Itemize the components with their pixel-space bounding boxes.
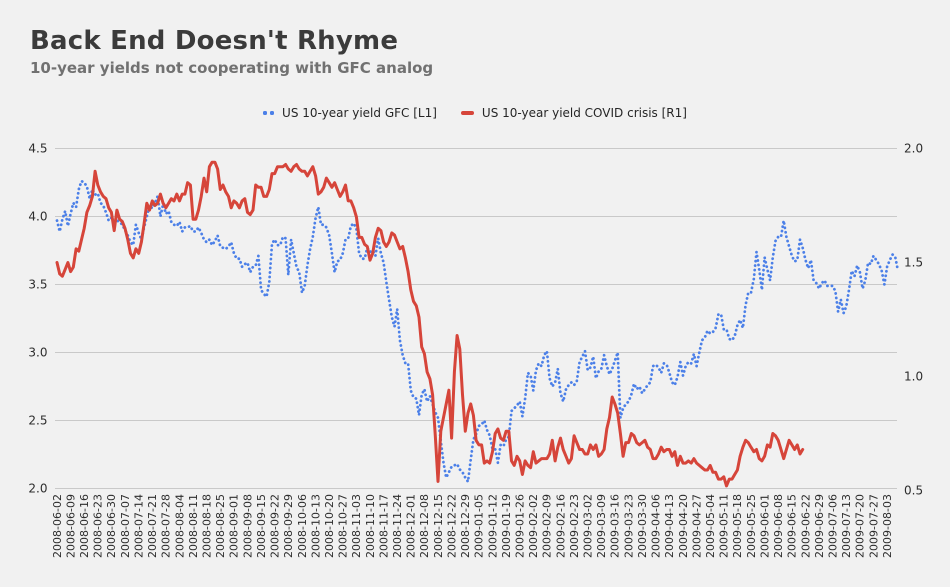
svg-text:3.0: 3.0 bbox=[28, 346, 47, 360]
svg-text:2008-12-29: 2008-12-29 bbox=[459, 494, 472, 558]
svg-text:1.5: 1.5 bbox=[904, 256, 923, 270]
svg-text:1.0: 1.0 bbox=[904, 370, 923, 384]
svg-text:2008-08-18: 2008-08-18 bbox=[201, 494, 214, 558]
svg-text:2009-03-23: 2009-03-23 bbox=[622, 494, 635, 558]
svg-text:2009-05-11: 2009-05-11 bbox=[718, 494, 731, 558]
series-covid-solid-line bbox=[55, 160, 805, 488]
svg-text:2008-10-27: 2008-10-27 bbox=[337, 494, 350, 558]
svg-text:2008-07-28: 2008-07-28 bbox=[160, 494, 173, 558]
svg-text:2008-07-07: 2008-07-07 bbox=[119, 494, 132, 558]
svg-text:2008-09-22: 2008-09-22 bbox=[269, 494, 282, 558]
svg-text:2009-05-18: 2009-05-18 bbox=[731, 494, 744, 558]
svg-text:2008-12-22: 2008-12-22 bbox=[445, 494, 458, 558]
svg-text:2009-04-20: 2009-04-20 bbox=[677, 494, 690, 558]
series-lines bbox=[55, 160, 900, 488]
chart-header: Back End Doesn't Rhyme 10-year yields no… bbox=[30, 26, 433, 77]
svg-text:2008-11-10: 2008-11-10 bbox=[364, 494, 377, 558]
svg-text:2008-06-09: 2008-06-09 bbox=[64, 494, 77, 558]
svg-text:2009-02-02: 2009-02-02 bbox=[527, 494, 540, 558]
svg-text:2009-06-22: 2009-06-22 bbox=[799, 494, 812, 558]
legend-item-covid: US 10-year yield COVID crisis [R1] bbox=[460, 106, 687, 120]
left-axis-labels: 4.5 4.0 3.5 3.0 2.5 2.0 bbox=[28, 142, 47, 496]
x-axis-labels: 2008-06-02 2008-06-09 2008-06-16 2008-06-23… bbox=[51, 494, 894, 558]
svg-text:2009-06-08: 2009-06-08 bbox=[772, 494, 785, 558]
svg-text:2008-06-16: 2008-06-16 bbox=[78, 494, 91, 558]
svg-text:2009-02-23: 2009-02-23 bbox=[568, 494, 581, 558]
svg-text:2009-08-03: 2009-08-03 bbox=[881, 494, 894, 558]
svg-text:2008-09-08: 2008-09-08 bbox=[241, 494, 254, 558]
svg-text:2008-10-20: 2008-10-20 bbox=[323, 494, 336, 558]
svg-text:2008-06-23: 2008-06-23 bbox=[92, 494, 105, 558]
legend-item-gfc: US 10-year yield GFC [L1] bbox=[263, 106, 437, 120]
chart-legend: US 10-year yield GFC [L1] US 10-year yie… bbox=[0, 104, 950, 122]
chart-subtitle: 10-year yields not cooperating with GFC … bbox=[30, 59, 434, 77]
legend-label-covid: US 10-year yield COVID crisis [R1] bbox=[481, 106, 687, 120]
dotted-line-legend-icon bbox=[263, 111, 275, 115]
svg-text:2008-07-21: 2008-07-21 bbox=[146, 494, 159, 558]
svg-text:2008-09-01: 2008-09-01 bbox=[228, 494, 241, 558]
svg-text:2008-08-11: 2008-08-11 bbox=[187, 494, 200, 558]
svg-text:2009-04-13: 2009-04-13 bbox=[663, 494, 676, 558]
right-axis-labels: 2.0 1.5 1.0 0.5 bbox=[904, 142, 923, 498]
svg-text:2008-06-02: 2008-06-02 bbox=[51, 494, 64, 558]
svg-text:2008-11-17: 2008-11-17 bbox=[377, 494, 390, 558]
solid-line-legend-icon bbox=[460, 111, 474, 115]
svg-text:2009-05-25: 2009-05-25 bbox=[745, 494, 758, 558]
svg-text:2008-08-25: 2008-08-25 bbox=[214, 494, 227, 558]
svg-text:3.5: 3.5 bbox=[28, 278, 47, 292]
svg-text:2009-01-12: 2009-01-12 bbox=[486, 494, 499, 558]
svg-text:2009-03-30: 2009-03-30 bbox=[636, 494, 649, 558]
svg-text:2.5: 2.5 bbox=[28, 414, 47, 428]
svg-text:2009-03-09: 2009-03-09 bbox=[595, 494, 608, 558]
chart-title: Back End Doesn't Rhyme bbox=[30, 26, 399, 56]
svg-text:2009-01-05: 2009-01-05 bbox=[473, 494, 486, 558]
svg-text:2009-04-27: 2009-04-27 bbox=[690, 494, 703, 558]
svg-text:2009-01-19: 2009-01-19 bbox=[500, 494, 513, 558]
svg-text:4.0: 4.0 bbox=[28, 210, 47, 224]
svg-text:2009-03-16: 2009-03-16 bbox=[609, 494, 622, 558]
svg-text:2009-07-20: 2009-07-20 bbox=[854, 494, 867, 558]
svg-text:2008-08-04: 2008-08-04 bbox=[173, 494, 186, 558]
svg-text:2009-02-16: 2009-02-16 bbox=[554, 494, 567, 558]
svg-text:2009-01-26: 2009-01-26 bbox=[514, 494, 527, 558]
svg-text:2009-05-04: 2009-05-04 bbox=[704, 494, 717, 558]
svg-text:2008-12-15: 2008-12-15 bbox=[432, 494, 445, 558]
svg-text:2.0: 2.0 bbox=[904, 142, 923, 156]
svg-text:2008-07-14: 2008-07-14 bbox=[133, 494, 146, 558]
legend-label-gfc: US 10-year yield GFC [L1] bbox=[282, 106, 437, 120]
svg-text:2009-06-01: 2009-06-01 bbox=[758, 494, 771, 558]
svg-text:2009-03-02: 2009-03-02 bbox=[582, 494, 595, 558]
svg-text:2008-10-13: 2008-10-13 bbox=[309, 494, 322, 558]
svg-text:2.0: 2.0 bbox=[28, 482, 47, 496]
svg-text:2008-11-24: 2008-11-24 bbox=[391, 494, 404, 558]
svg-text:2008-10-06: 2008-10-06 bbox=[296, 494, 309, 558]
svg-text:0.5: 0.5 bbox=[904, 484, 923, 498]
svg-text:2008-09-15: 2008-09-15 bbox=[255, 494, 268, 558]
svg-text:4.5: 4.5 bbox=[28, 142, 47, 156]
svg-text:2009-02-09: 2009-02-09 bbox=[541, 494, 554, 558]
svg-text:2009-04-06: 2009-04-06 bbox=[650, 494, 663, 558]
svg-text:2009-07-13: 2009-07-13 bbox=[840, 494, 853, 558]
svg-text:2009-06-15: 2009-06-15 bbox=[786, 494, 799, 558]
svg-text:2008-09-29: 2008-09-29 bbox=[282, 494, 295, 558]
svg-text:2008-12-01: 2008-12-01 bbox=[405, 494, 418, 558]
series-gfc-dotted-line bbox=[55, 179, 900, 484]
svg-text:2009-07-27: 2009-07-27 bbox=[867, 494, 880, 558]
svg-text:2008-11-03: 2008-11-03 bbox=[350, 494, 363, 558]
svg-text:2008-12-08: 2008-12-08 bbox=[418, 494, 431, 558]
svg-text:2009-07-06: 2009-07-06 bbox=[827, 494, 840, 558]
svg-text:2009-06-29: 2009-06-29 bbox=[813, 494, 826, 558]
svg-text:2008-06-30: 2008-06-30 bbox=[105, 494, 118, 558]
